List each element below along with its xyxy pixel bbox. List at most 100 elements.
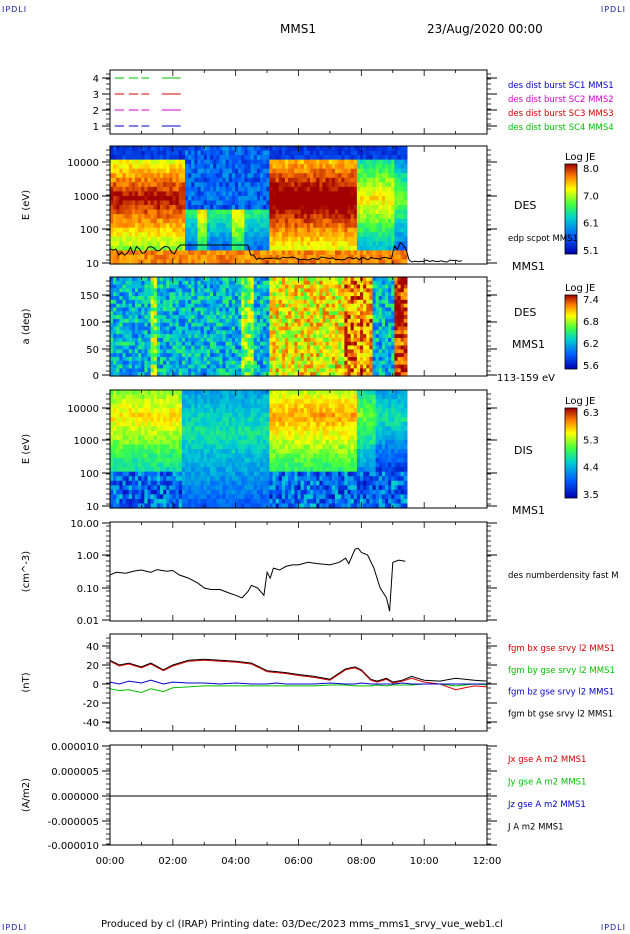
heatmap-cell bbox=[128, 182, 133, 188]
heatmap-cell bbox=[203, 186, 208, 192]
heatmap-cell bbox=[250, 356, 255, 362]
heatmap-cell bbox=[213, 218, 217, 224]
heatmap-cell bbox=[110, 186, 114, 192]
heatmap-cell bbox=[178, 195, 183, 202]
heatmap-cell bbox=[169, 349, 174, 354]
heatmap-cell bbox=[350, 205, 355, 211]
heatmap-cell bbox=[356, 315, 361, 320]
heatmap-cell bbox=[325, 280, 330, 286]
heatmap-cell bbox=[181, 191, 186, 197]
heatmap-cell bbox=[281, 315, 286, 320]
heatmap-cell bbox=[163, 284, 167, 290]
heatmap-cell bbox=[181, 330, 186, 335]
heatmap-cell bbox=[131, 241, 136, 247]
heatmap-cell bbox=[231, 288, 236, 293]
heatmap-cell bbox=[200, 307, 205, 312]
heatmap-cell bbox=[278, 150, 283, 156]
heatmap-cell bbox=[122, 360, 127, 366]
heatmap-cell bbox=[244, 353, 249, 358]
heatmap-cell bbox=[388, 159, 392, 165]
heatmap-cell bbox=[228, 236, 233, 242]
heatmap-cell bbox=[260, 195, 264, 202]
heatmap-cell bbox=[263, 227, 267, 233]
heatmap-cell bbox=[219, 303, 224, 309]
heatmap-cell bbox=[110, 503, 114, 509]
heatmap-cell bbox=[122, 303, 127, 309]
heatmap-cell bbox=[113, 421, 117, 427]
heatmap-cell bbox=[153, 334, 158, 339]
heatmap-cell bbox=[288, 200, 292, 206]
heatmap-cell bbox=[378, 277, 383, 282]
heatmap-cell bbox=[181, 341, 186, 347]
heatmap-cell bbox=[128, 303, 133, 309]
heatmap-cell bbox=[116, 205, 120, 211]
heatmap-cell bbox=[169, 307, 174, 312]
heatmap-cell bbox=[175, 182, 180, 188]
heatmap-cell bbox=[113, 195, 117, 202]
heatmap-cell bbox=[381, 341, 386, 347]
heatmap-cell bbox=[200, 195, 205, 202]
heatmap-cell bbox=[219, 155, 224, 161]
heatmap-cell bbox=[216, 209, 220, 215]
heatmap-cell bbox=[272, 326, 277, 331]
heatmap-cell bbox=[222, 218, 227, 224]
heatmap-cell bbox=[178, 150, 183, 156]
heatmap-cell bbox=[272, 277, 277, 282]
heatmap-cell bbox=[281, 218, 286, 224]
heatmap-cell bbox=[172, 223, 177, 229]
heatmap-cell bbox=[297, 168, 302, 174]
heatmap-cell bbox=[388, 303, 392, 309]
heatmap-cell bbox=[275, 218, 280, 224]
heatmap-cell bbox=[247, 223, 252, 229]
heatmap-cell bbox=[372, 296, 377, 301]
heatmap-cell bbox=[188, 173, 192, 179]
heatmap-cell bbox=[275, 322, 280, 328]
heatmap-cell bbox=[238, 345, 242, 350]
heatmap-cell bbox=[266, 259, 270, 265]
heatmap-cell bbox=[216, 250, 220, 256]
heatmap-cell bbox=[194, 296, 199, 301]
heatmap-cell bbox=[160, 223, 164, 229]
heatmap-cell bbox=[272, 191, 277, 197]
heatmap-cell bbox=[347, 356, 352, 362]
heatmap-cell bbox=[260, 296, 264, 301]
heatmap-cell bbox=[391, 337, 395, 343]
heatmap-cell bbox=[328, 205, 333, 211]
heatmap-cell bbox=[269, 372, 274, 377]
heatmap-cell bbox=[306, 299, 311, 305]
heatmap-cell bbox=[366, 299, 370, 305]
heatmap-cell bbox=[341, 195, 345, 202]
heatmap-cell bbox=[200, 164, 205, 170]
heatmap-cell bbox=[313, 150, 317, 156]
heatmap-cell bbox=[219, 232, 224, 238]
heatmap-cell bbox=[166, 168, 170, 174]
heatmap-cell bbox=[253, 326, 258, 331]
heatmap-cell bbox=[135, 356, 139, 362]
heatmap-cell bbox=[125, 209, 130, 215]
heatmap-cell bbox=[400, 232, 405, 238]
heatmap-cell bbox=[219, 214, 224, 220]
heatmap-cell bbox=[281, 277, 286, 282]
heatmap-cell bbox=[400, 356, 405, 362]
heatmap-cell bbox=[253, 223, 258, 229]
heatmap-cell bbox=[194, 299, 199, 305]
heatmap-cell bbox=[375, 173, 380, 179]
heatmap-cell bbox=[147, 164, 152, 170]
heatmap-cell bbox=[372, 284, 377, 290]
heatmap-cell bbox=[366, 168, 370, 174]
heatmap-cell bbox=[213, 311, 217, 316]
heatmap-cell bbox=[263, 191, 267, 197]
heatmap-cell bbox=[397, 236, 402, 242]
heatmap-cell bbox=[366, 292, 370, 297]
heatmap-cell bbox=[313, 155, 317, 161]
heatmap-cell bbox=[319, 182, 324, 188]
heatmap-cell bbox=[222, 164, 227, 170]
heatmap-cell bbox=[244, 288, 249, 293]
heatmap-cell bbox=[197, 254, 202, 261]
heatmap-cell bbox=[328, 155, 333, 161]
heatmap-cell bbox=[288, 330, 292, 335]
heatmap-cell bbox=[363, 364, 367, 369]
heatmap-cell bbox=[403, 223, 408, 229]
heatmap-cell bbox=[372, 307, 377, 312]
heatmap-cell bbox=[153, 292, 158, 297]
